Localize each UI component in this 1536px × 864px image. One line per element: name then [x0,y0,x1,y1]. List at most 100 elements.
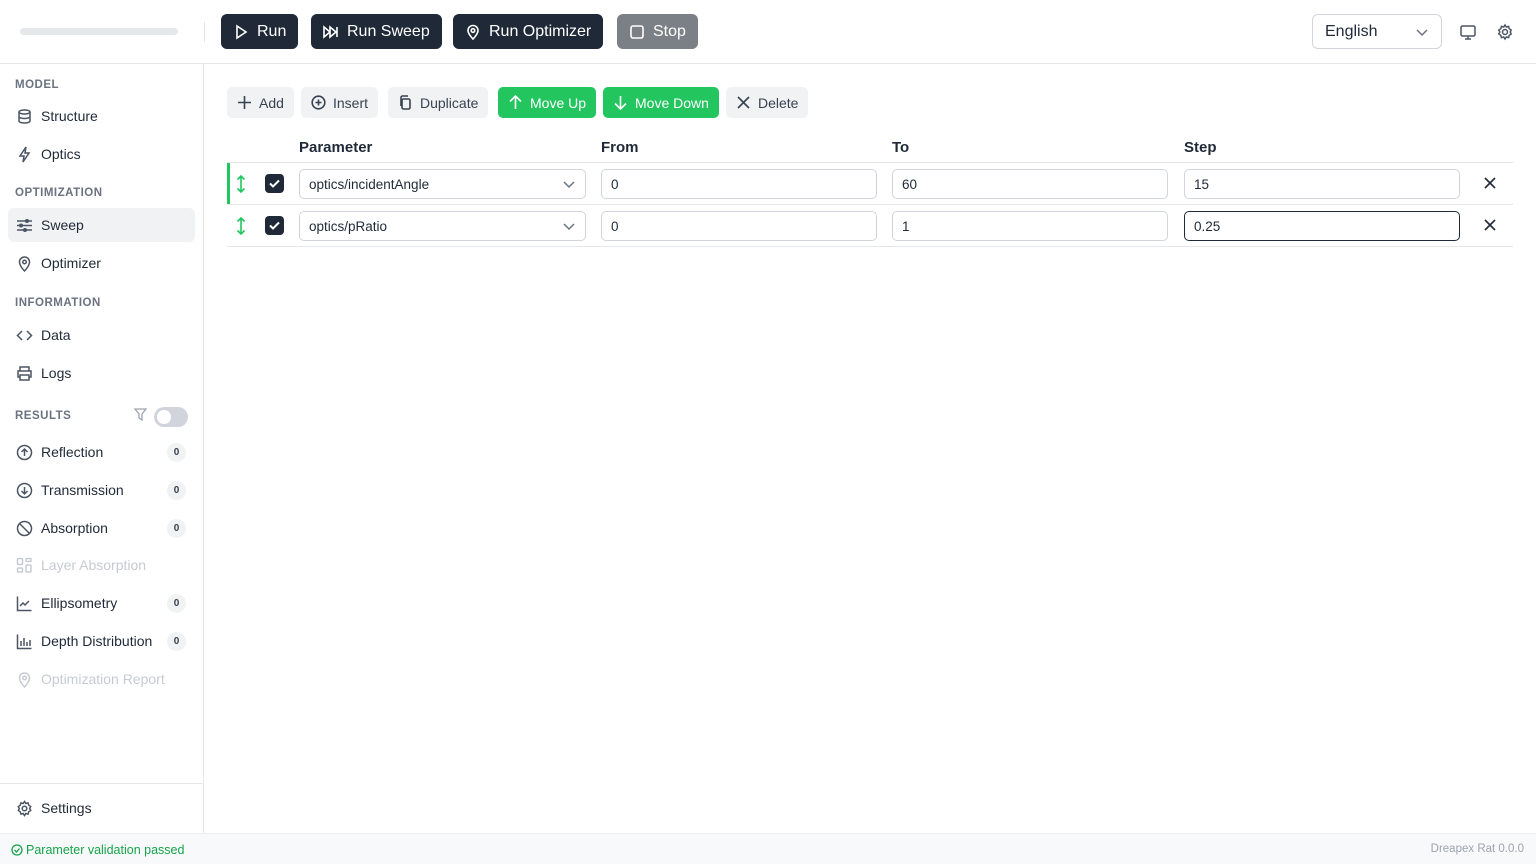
to-input[interactable]: 1 [892,211,1168,241]
logo-placeholder [20,28,178,35]
duplicate-label: Duplicate [420,94,479,111]
to-input[interactable]: 60 [892,169,1168,199]
to-value: 60 [902,176,918,192]
sidebar-item-label: Logs [41,365,72,381]
step-value: 15 [1194,176,1210,192]
results-filter-toggle[interactable] [154,407,188,427]
remove-row-icon[interactable] [1482,217,1498,233]
sidebar-item-transmission[interactable]: Transmission 0 [8,473,195,507]
gear-icon[interactable] [1496,23,1514,41]
step-input[interactable]: 15 [1184,169,1460,199]
to-value: 1 [902,218,910,234]
square-icon [630,24,644,39]
drag-handle-icon[interactable] [234,216,248,236]
from-input[interactable]: 0 [601,169,877,199]
insert-label: Insert [333,94,369,111]
from-value: 0 [611,218,619,234]
sidebar-item-ellipsometry[interactable]: Ellipsometry 0 [8,586,195,620]
remove-row-icon[interactable] [1482,175,1498,191]
sidebar-item-settings[interactable]: Settings [8,791,195,825]
validation-status: Parameter validation passed [11,843,184,857]
stop-button[interactable]: Stop [617,14,698,49]
chevron-down-icon [1416,28,1428,36]
from-input[interactable]: 0 [601,211,877,241]
section-results: RESULTS [15,410,72,422]
section-information: INFORMATION [15,297,101,309]
sidebar-item-label: Transmission [41,482,124,498]
drag-handle-icon[interactable] [234,174,248,194]
fast-forward-icon [323,24,338,39]
sidebar-item-optimization-report: Optimization Report [8,662,195,696]
sidebar-item-layer-absorption: Layer Absorption [8,548,195,582]
section-optimization: OPTIMIZATION [15,187,103,199]
run-button[interactable]: Run [221,14,299,49]
sidebar-item-label: Reflection [41,444,104,460]
sidebar-item-logs[interactable]: Logs [8,356,195,390]
move-up-label: Move Up [530,94,587,111]
arrow-down-circle-icon [16,482,33,499]
add-button[interactable]: Add [227,87,294,118]
sidebar-item-label: Optics [41,146,81,162]
code-icon [16,327,33,344]
delete-button[interactable]: Delete [726,87,809,118]
delete-label: Delete [758,94,799,111]
insert-button[interactable]: Insert [301,87,379,118]
count-badge: 0 [167,593,186,613]
selected-row-indicator [227,163,230,204]
sidebar-item-depth-distribution[interactable]: Depth Distribution 0 [8,624,195,658]
move-down-button[interactable]: Move Down [603,87,719,118]
check-icon [269,179,280,188]
sidebar-item-reflection[interactable]: Reflection 0 [8,435,195,469]
arrow-up-circle-icon [16,444,33,461]
sidebar-item-optics[interactable]: Optics [8,137,195,171]
check-circle-icon [11,844,23,856]
count-badge: 0 [167,480,186,500]
filter-icon[interactable] [134,408,147,421]
sidebar-item-label: Ellipsometry [41,595,118,611]
parameter-value: optics/pRatio [309,218,388,234]
parameter-select[interactable]: optics/pRatio [299,211,586,241]
map-pin-icon [16,255,33,272]
lightning-icon [16,146,33,163]
row-enabled-checkbox[interactable] [265,174,284,193]
sidebar-item-sweep[interactable]: Sweep [8,208,195,242]
step-input[interactable]: 0.25 [1184,211,1460,241]
run-optimizer-button[interactable]: Run Optimizer [453,14,604,49]
arrow-up-icon [509,95,522,109]
sidebar-item-label: Optimizer [41,255,101,271]
divider [204,22,205,42]
move-up-button[interactable]: Move Up [498,87,597,118]
parameter-select[interactable]: optics/incidentAngle [299,169,586,199]
run-sweep-button[interactable]: Run Sweep [311,14,442,49]
divider [227,162,1513,163]
divider [0,783,204,784]
run-label: Run [257,22,287,40]
sidebar-item-label: Absorption [41,520,108,536]
divider [227,204,1513,205]
language-select[interactable]: English [1312,14,1442,49]
ban-icon [16,520,33,537]
check-icon [269,221,280,230]
sidebar-item-absorption[interactable]: Absorption 0 [8,511,195,545]
sidebar-item-optimizer[interactable]: Optimizer [8,246,195,280]
divider [227,246,1513,247]
run-sweep-label: Run Sweep [347,22,430,40]
arrow-down-icon [614,96,627,110]
sidebar-item-structure[interactable]: Structure [8,99,195,133]
line-chart-icon [16,595,33,612]
plus-circle-icon [311,95,326,110]
duplicate-button[interactable]: Duplicate [388,87,489,118]
step-value: 0.25 [1194,218,1221,234]
sidebar-item-label: Optimization Report [41,671,165,687]
add-label: Add [259,94,284,111]
play-icon [236,24,248,39]
status-message: Parameter validation passed [26,843,185,857]
bar-chart-icon [16,633,33,650]
printer-icon [16,365,33,382]
sidebar-item-data[interactable]: Data [8,318,195,352]
sidebar-item-label: Layer Absorption [41,557,147,573]
map-pin-icon [467,24,479,40]
from-value: 0 [611,176,619,192]
row-enabled-checkbox[interactable] [265,216,284,235]
monitor-icon[interactable] [1459,23,1477,41]
